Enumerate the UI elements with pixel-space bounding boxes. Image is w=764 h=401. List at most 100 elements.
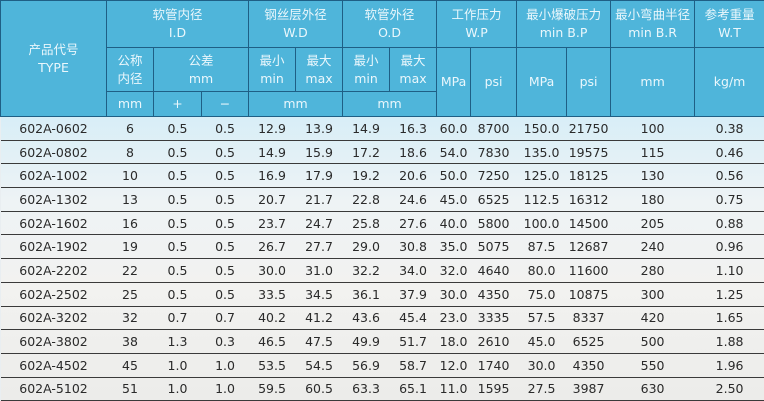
table-row: 602A-2202 22 0.5 0.5 30.0 31.0 32.2 34.0 32.0 464… xyxy=(0,258,764,283)
table-cell: 6525 xyxy=(470,187,517,212)
table-cell: 6525 xyxy=(566,329,611,354)
table-cell: 45.0 xyxy=(516,329,567,354)
table-cell: 1.0 xyxy=(201,353,249,378)
table-cell: 46.5 xyxy=(248,329,296,354)
table-cell: 630 xyxy=(610,377,695,401)
header-bp-psi: psi xyxy=(566,47,612,117)
table-cell: 4350 xyxy=(470,282,517,307)
table-cell: 13 xyxy=(106,187,154,212)
table-cell: 11.0 xyxy=(436,377,471,401)
table-cell: 16.3 xyxy=(389,116,437,141)
table-cell: 1.0 xyxy=(153,377,202,401)
header-od-max: 最大 max xyxy=(389,47,438,92)
table-cell: 21.7 xyxy=(295,187,343,212)
cell-type: 602A-0802 xyxy=(0,140,107,165)
table-cell: 5075 xyxy=(470,234,517,260)
table-cell: 49.9 xyxy=(342,329,390,354)
table-cell: 27.7 xyxy=(295,234,343,260)
table-row: 602A-0602 6 0.5 0.5 12.9 13.9 14.9 16.3 60.0 8700… xyxy=(0,116,764,141)
table-cell: 32.2 xyxy=(342,258,390,283)
table-cell: 0.96 xyxy=(694,234,764,260)
table-cell: 0.88 xyxy=(694,211,764,236)
table-cell: 54.5 xyxy=(295,353,343,378)
table-cell: 19.2 xyxy=(342,163,390,189)
header-br-unit: mm xyxy=(610,47,696,117)
header-br: 最小弯曲半径 min B.R xyxy=(610,0,696,48)
table-row: 602A-2502 25 0.5 0.5 33.5 34.5 36.1 37.9 30.0 435… xyxy=(0,282,764,307)
table-cell: 54.0 xyxy=(436,140,471,165)
table-cell: 10875 xyxy=(566,282,611,307)
table-cell: 500 xyxy=(610,329,695,354)
table-cell: 59.5 xyxy=(248,377,296,401)
table-cell: 33.5 xyxy=(248,282,296,307)
header-wd-unit: mm xyxy=(248,91,344,117)
table-cell: 550 xyxy=(610,353,695,378)
header-id-tolerance: 公差 mm xyxy=(152,47,250,92)
cell-type: 602A-2202 xyxy=(0,258,107,283)
table-cell: 0.5 xyxy=(201,116,249,141)
table-cell: 1.88 xyxy=(694,329,764,354)
table-body: 602A-0602 6 0.5 0.5 12.9 13.9 14.9 16.3 60.0 8700… xyxy=(0,116,764,401)
table-row: 602A-3202 32 0.7 0.7 40.2 41.2 43.6 45.4 23.0 333… xyxy=(0,306,764,331)
table-cell: 58.7 xyxy=(389,353,437,378)
table-cell: 205 xyxy=(610,211,695,236)
table-row: 602A-4502 45 1.0 1.0 53.5 54.5 56.9 58.7 12.0 174… xyxy=(0,353,764,378)
table-cell: 29.0 xyxy=(342,234,390,260)
table-cell: 25 xyxy=(106,282,154,307)
header-id-nominal: 公称 内径 xyxy=(106,47,154,92)
table-cell: 18.0 xyxy=(436,329,471,354)
header-od-unit: mm xyxy=(342,91,438,117)
table-cell: 51.7 xyxy=(389,329,437,354)
table-row: 602A-1002 10 0.5 0.5 16.9 17.9 19.2 20.6 50.0 725… xyxy=(0,163,764,189)
table-cell: 30.0 xyxy=(516,353,567,378)
header-type: 产品代号 TYPE xyxy=(0,0,107,117)
table-cell: 36.1 xyxy=(342,282,390,307)
table-cell: 112.5 xyxy=(516,187,567,212)
table-cell: 100.0 xyxy=(516,211,567,236)
header-bp-mpa: MPa xyxy=(516,47,568,117)
table-cell: 1.0 xyxy=(153,353,202,378)
table-cell: 12.0 xyxy=(436,353,471,378)
table-cell: 0.5 xyxy=(153,187,202,212)
cell-type: 602A-2502 xyxy=(0,282,107,307)
header-id-minus: − xyxy=(200,91,250,117)
table-cell: 10 xyxy=(106,163,154,189)
table-cell: 2610 xyxy=(470,329,517,354)
table-cell: 8 xyxy=(106,140,154,165)
table-cell: 20.6 xyxy=(389,163,437,189)
table-cell: 420 xyxy=(610,306,695,331)
table-cell: 0.5 xyxy=(201,140,249,165)
table-cell: 18.6 xyxy=(389,140,437,165)
header-wt: 参考重量 W.T xyxy=(694,0,764,48)
table-cell: 19575 xyxy=(566,140,611,165)
table-cell: 1740 xyxy=(470,353,517,378)
table-cell: 5800 xyxy=(470,211,517,236)
table-cell: 0.75 xyxy=(694,187,764,212)
header-wp-psi: psi xyxy=(470,47,518,117)
table-cell: 7830 xyxy=(470,140,517,165)
table-cell: 3335 xyxy=(470,306,517,331)
table-row: 602A-0802 8 0.5 0.5 14.9 15.9 17.2 18.6 54.0 7830… xyxy=(0,140,764,165)
table-row: 602A-3802 38 1.3 0.3 46.5 47.5 49.9 51.7 18.0 261… xyxy=(0,329,764,354)
cell-type: 602A-1302 xyxy=(0,187,107,212)
table-cell: 51 xyxy=(106,377,154,401)
table-cell: 0.7 xyxy=(153,306,202,331)
table-cell: 40.0 xyxy=(436,211,471,236)
table-cell: 57.5 xyxy=(516,306,567,331)
table-cell: 16.9 xyxy=(248,163,296,189)
table-cell: 4640 xyxy=(470,258,517,283)
table-cell: 32 xyxy=(106,306,154,331)
table-cell: 14.9 xyxy=(342,116,390,141)
table-row: 602A-1302 13 0.5 0.5 20.7 21.7 22.8 24.6 45.0 652… xyxy=(0,187,764,212)
cell-type: 602A-1602 xyxy=(0,211,107,236)
table-cell: 87.5 xyxy=(516,234,567,260)
table-cell: 12.9 xyxy=(248,116,296,141)
table-cell: 0.5 xyxy=(201,163,249,189)
cell-type: 602A-1902 xyxy=(0,234,107,260)
table-cell: 27.5 xyxy=(516,377,567,401)
table-cell: 4350 xyxy=(566,353,611,378)
table-cell: 0.5 xyxy=(153,140,202,165)
table-cell: 1595 xyxy=(470,377,517,401)
table-cell: 280 xyxy=(610,258,695,283)
